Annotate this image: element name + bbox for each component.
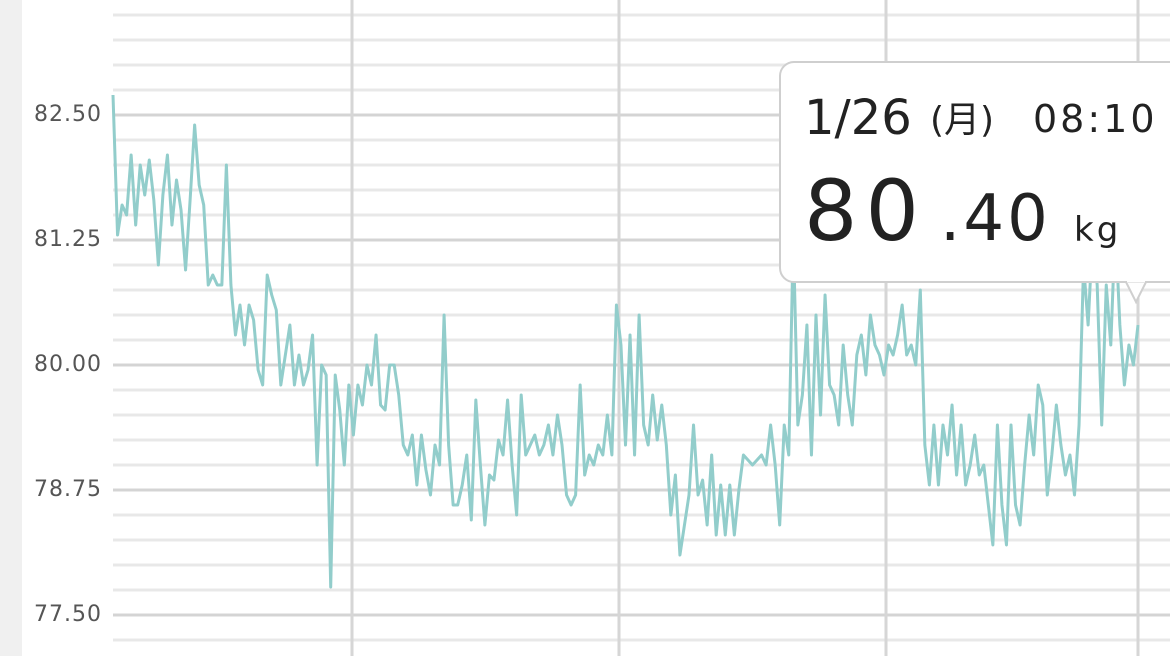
tooltip-date: 1/26 [804, 90, 912, 146]
tooltip: 1/26 (月) 08:10 80 .40 kg [779, 61, 1170, 305]
y-tick-label: 78.75 [34, 477, 102, 502]
y-tick-label: 80.00 [34, 352, 102, 377]
tooltip-value-integer: 80 [804, 162, 927, 260]
y-axis: 77.50 78.75 80.00 81.25 82.50 [34, 102, 102, 627]
side-strip [0, 0, 22, 656]
plot [111, 94, 1140, 589]
tooltip-box [779, 61, 1170, 283]
y-tick-label: 82.50 [34, 102, 102, 127]
tooltip-weekday: (月) [930, 100, 994, 141]
tooltip-value-decimal: .40 [940, 182, 1051, 256]
line [111, 94, 1140, 589]
tooltip-unit: kg [1074, 210, 1121, 250]
tooltip-time: 08:10 [1033, 97, 1158, 141]
y-tick-label: 77.50 [34, 602, 102, 627]
tooltip-pointer [1125, 281, 1147, 305]
y-tick-label: 81.25 [34, 227, 102, 252]
